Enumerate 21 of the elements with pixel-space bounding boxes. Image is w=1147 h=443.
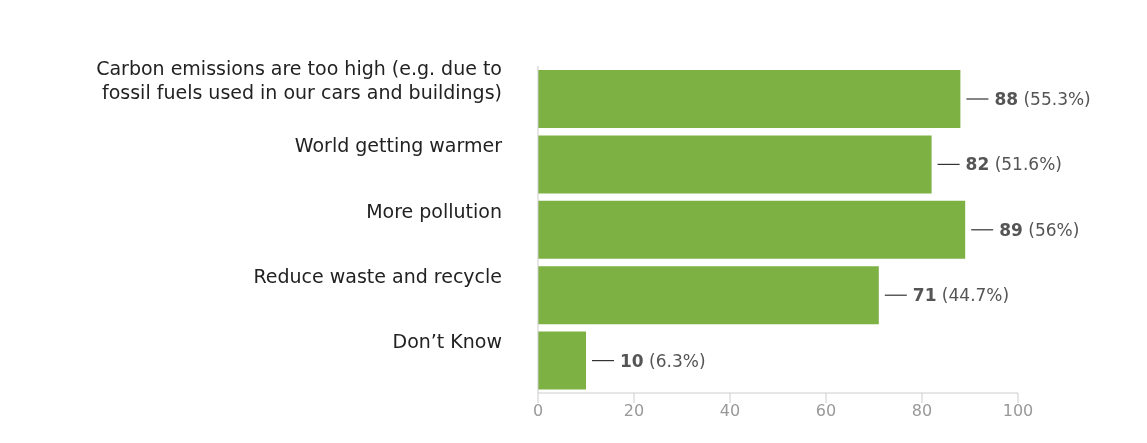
- data-label: 10 (6.3%): [620, 350, 706, 371]
- y-tick-label: Carbon emissions are too high (e.g. due to fossil fuels used in our cars and buildings): [96, 56, 502, 103]
- data-label: 89 (56%): [999, 219, 1080, 240]
- x-tick-label: 80: [911, 401, 933, 421]
- data-label: 82 (51.6%): [965, 154, 1062, 175]
- y-tick-label: World getting warmer: [294, 134, 503, 157]
- data-label: 88 (55.3%): [994, 89, 1091, 109]
- x-tick-label: 0: [532, 401, 544, 421]
- y-tick-label: Reduce waste and recycle: [253, 264, 502, 287]
- y-tick-label: More pollution: [366, 199, 502, 222]
- bar: [538, 200, 966, 259]
- data-label: 71 (44.7%): [912, 285, 1010, 306]
- x-tick-label: 60: [815, 401, 837, 421]
- x-tick-label: 40: [719, 401, 741, 421]
- bar: [538, 135, 932, 194]
- x-tick-label: 100: [1002, 401, 1034, 421]
- bar: [538, 70, 961, 128]
- x-tick-label: 20: [623, 401, 645, 421]
- bar: [538, 266, 879, 325]
- y-tick-label: Don’t Know: [392, 330, 502, 353]
- bar: [538, 331, 586, 390]
